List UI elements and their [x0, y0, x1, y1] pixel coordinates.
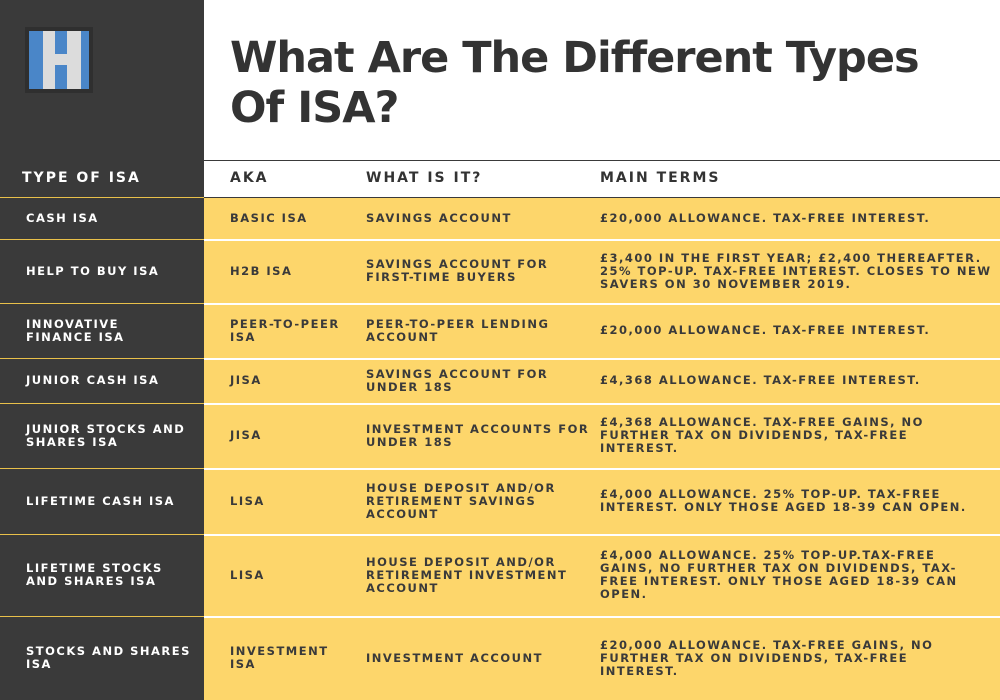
cell-what: SAVINGS ACCOUNT — [366, 210, 512, 225]
header-what-is-it: WHAT IS IT? — [366, 170, 483, 186]
cell-type: HELP TO BUY ISA — [26, 263, 160, 278]
cell-type: CASH ISA — [26, 210, 99, 225]
cell-what: HOUSE DEPOSIT AND/OR RETIREMENT SAVINGS … — [366, 480, 556, 521]
cell-what: PEER-TO-PEER LENDING ACCOUNT — [366, 316, 550, 344]
cell-terms: £4,368 ALLOWANCE. TAX-FREE GAINS, NO FUR… — [600, 415, 924, 455]
cell-terms: £20,000 ALLOWANCE. TAX-FREE INTEREST. — [600, 323, 931, 337]
header-aka: AKA — [230, 170, 269, 186]
page-title: What Are The Different Types Of ISA? — [230, 33, 920, 133]
cell-aka: LISA — [230, 493, 265, 508]
cell-terms: £3,400 IN THE FIRST YEAR; £2,400 THEREAF… — [600, 250, 992, 291]
cell-what: SAVINGS ACCOUNT FOR UNDER 18S — [366, 366, 549, 394]
header-divider — [204, 160, 1000, 161]
cell-type: LIFETIME STOCKS AND SHARES ISA — [26, 561, 163, 588]
cell-what: INVESTMENT ACCOUNT — [366, 650, 543, 665]
left-panel — [0, 0, 204, 700]
cell-what: INVESTMENT ACCOUNTS FOR UNDER 18S — [366, 421, 590, 449]
cell-what: HOUSE DEPOSIT AND/OR RETIREMENT INVESTME… — [366, 554, 568, 595]
table-row: LIFETIME CASH ISA LISA HOUSE DEPOSIT AND… — [0, 468, 1000, 534]
cell-aka: BASIC ISA — [230, 210, 308, 225]
table-row: CASH ISA BASIC ISA SAVINGS ACCOUNT £20,0… — [0, 197, 1000, 239]
table-row: LIFETIME STOCKS AND SHARES ISA LISA HOUS… — [0, 534, 1000, 616]
cell-terms: £20,000 ALLOWANCE. TAX-FREE GAINS, NO FU… — [600, 637, 934, 678]
h-block-logo-icon — [25, 27, 93, 93]
table-row: JUNIOR STOCKS AND SHARES ISA JISA INVEST… — [0, 403, 1000, 468]
header-main-terms: MAIN TERMS — [600, 170, 721, 186]
cell-type: LIFETIME CASH ISA — [26, 493, 175, 508]
cell-terms: £4,368 ALLOWANCE. TAX-FREE INTEREST. — [600, 373, 921, 387]
cell-terms: £20,000 ALLOWANCE. TAX-FREE INTEREST. — [600, 210, 931, 225]
table-row: STOCKS AND SHARES ISA INVESTMENT ISA INV… — [0, 616, 1000, 700]
cell-aka: H2B ISA — [230, 263, 293, 278]
cell-type: JUNIOR STOCKS AND SHARES ISA — [26, 421, 186, 449]
cell-aka: JISA — [230, 428, 262, 442]
table-header: TYPE OF ISA AKA WHAT IS IT? MAIN TERMS — [0, 160, 1000, 196]
cell-what: SAVINGS ACCOUNT FOR FIRST-TIME BUYERS — [366, 257, 549, 284]
cell-aka: LISA — [230, 567, 265, 582]
table-row: JUNIOR CASH ISA JISA SAVINGS ACCOUNT FOR… — [0, 358, 1000, 403]
table-row: INNOVATIVE FINANCE ISA PEER-TO-PEER ISA … — [0, 303, 1000, 358]
cell-type: JUNIOR CASH ISA — [26, 373, 160, 387]
cell-type: INNOVATIVE FINANCE ISA — [26, 316, 125, 344]
header-type-of-isa: TYPE OF ISA — [22, 170, 141, 186]
cell-aka: PEER-TO-PEER ISA — [230, 316, 340, 344]
table-row: HELP TO BUY ISA H2B ISA SAVINGS ACCOUNT … — [0, 239, 1000, 303]
cell-aka: JISA — [230, 373, 262, 387]
cell-terms: £4,000 ALLOWANCE. 25% TOP-UP.TAX-FREE GA… — [600, 548, 958, 601]
cell-type: STOCKS AND SHARES ISA — [26, 644, 191, 671]
cell-terms: £4,000 ALLOWANCE. 25% TOP-UP. TAX-FREE I… — [600, 487, 967, 514]
cell-aka: INVESTMENT ISA — [230, 644, 329, 671]
